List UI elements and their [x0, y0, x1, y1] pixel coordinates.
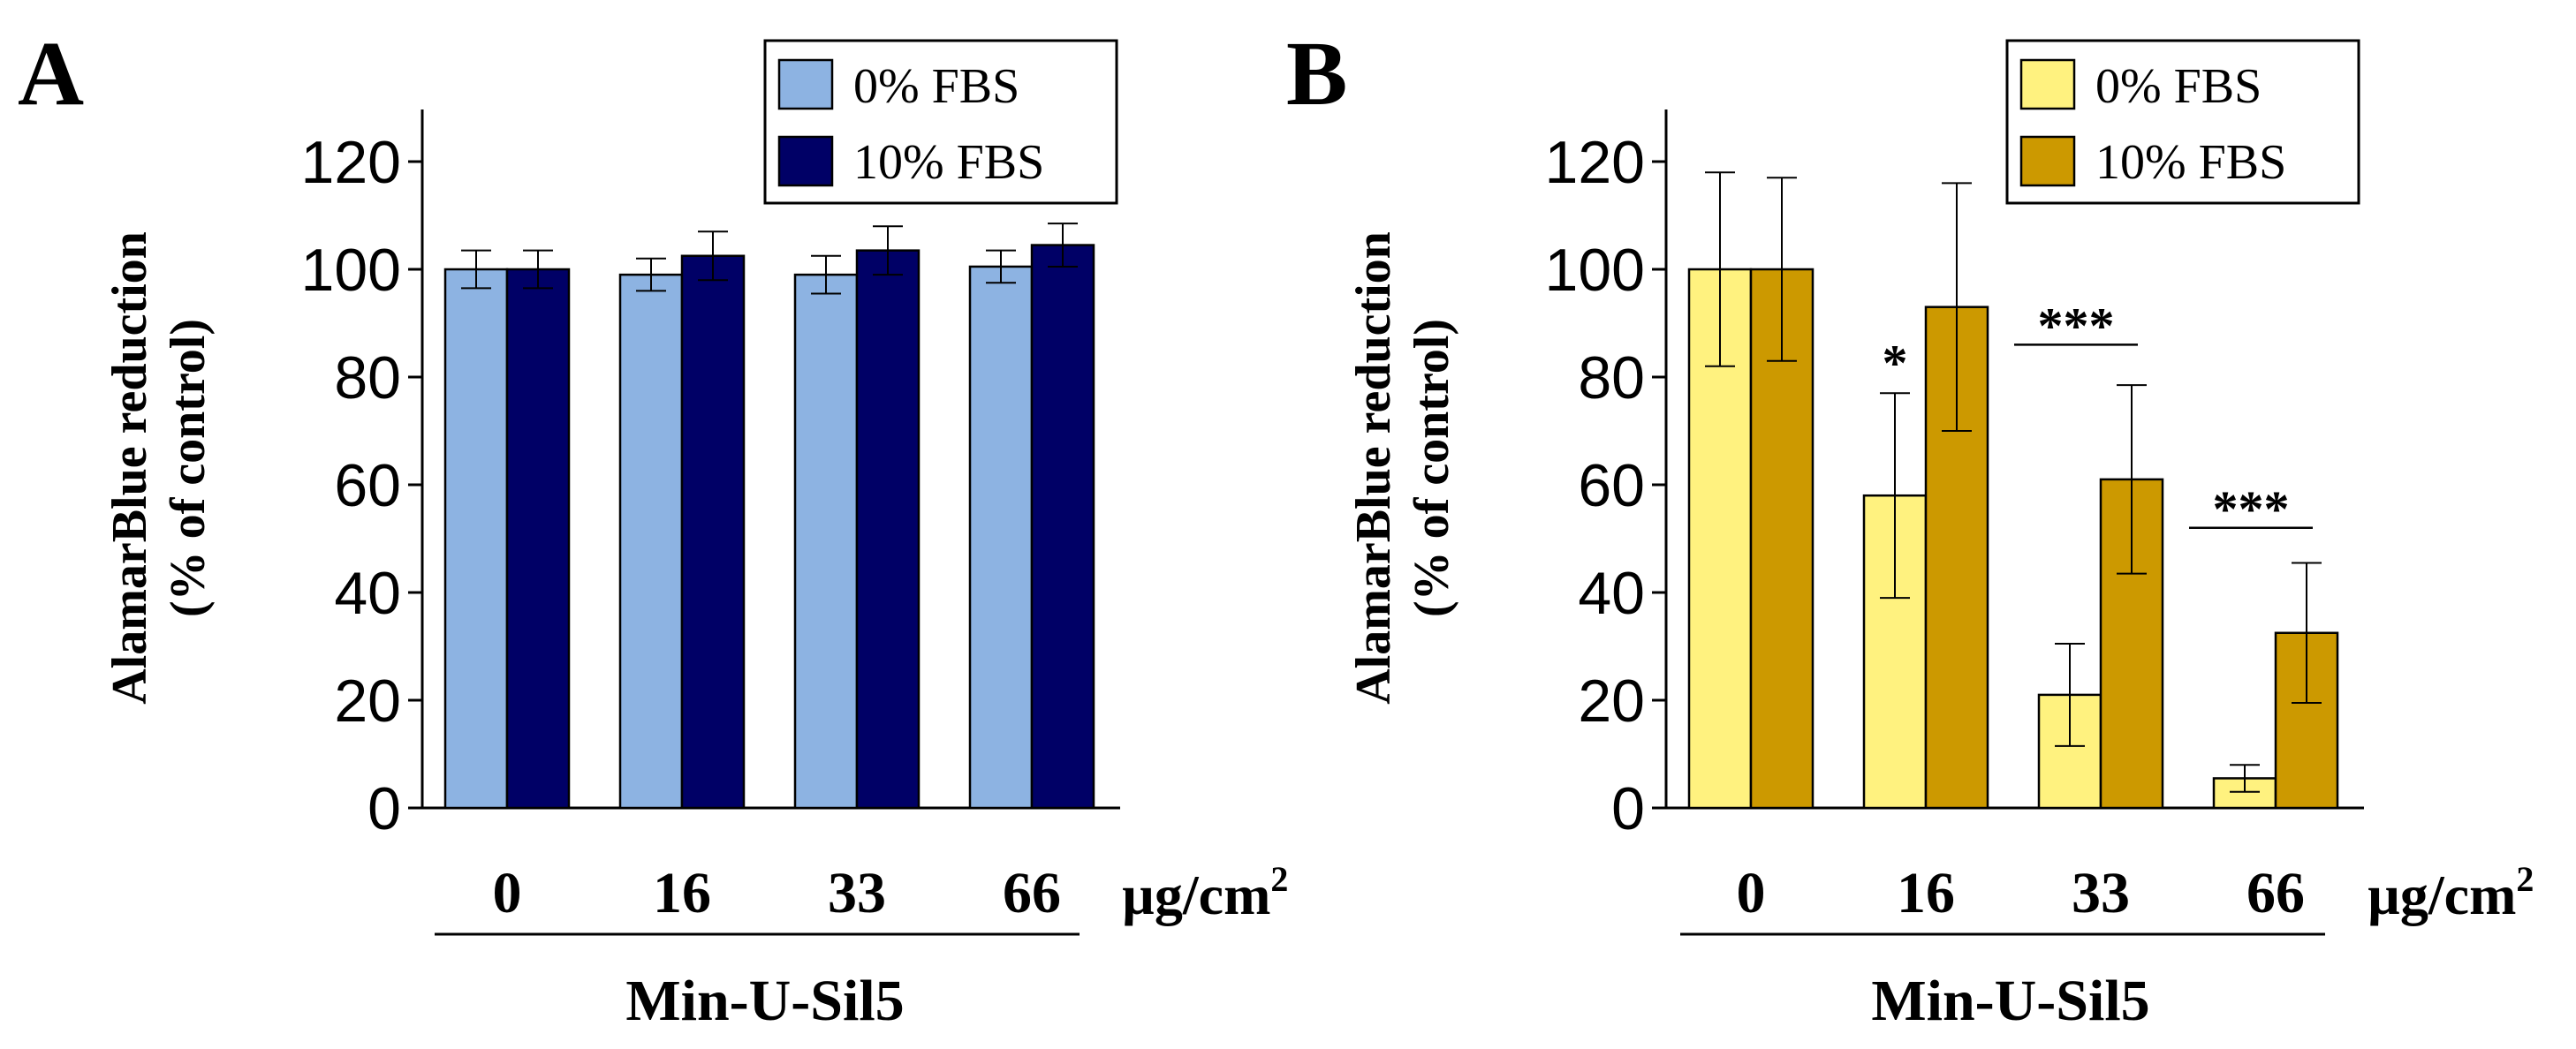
error-bar-a-s1-c1 [698, 230, 728, 282]
panel-letter-b: B [1286, 23, 1347, 125]
significance-label-b-0: * [1883, 334, 1908, 391]
y-tick-label-b-5: 100 [1545, 237, 1645, 304]
bar-b-s1-c3 [2274, 631, 2339, 810]
y-axis-label-a-line1: AlamarBlue reduction [102, 231, 157, 705]
x-category-label-a-0: 0 [493, 861, 522, 925]
y-tick-label-b-4: 80 [1578, 344, 1645, 411]
legend-b: 0% FBS 10% FBS [2005, 39, 2360, 205]
y-tick-label-b-1: 20 [1578, 668, 1645, 735]
y-tick-label-b-0: 0 [1611, 775, 1645, 842]
significance-label-b-1: *** [2038, 297, 2115, 354]
y-tick-label-a-1: 20 [334, 668, 401, 735]
y-tick-label-a-4: 80 [334, 344, 401, 411]
y-tick-label-a-6: 120 [301, 129, 401, 196]
error-bar-b-s0-c0 [1705, 171, 1735, 367]
x-category-label-a-2: 33 [828, 861, 886, 925]
panel-a: A AlamarBlue reduction (% of control) 0 2… [18, 23, 1288, 1033]
y-axis-label-a-line2: (% of control) [161, 319, 216, 617]
panel-letter-a: A [18, 23, 84, 125]
y-tick-label-a-3: 60 [334, 452, 401, 519]
legend-swatch-b-1 [2019, 135, 2076, 187]
error-bar-b-s0-c2 [2055, 642, 2085, 747]
y-tick-label-b-3: 60 [1578, 452, 1645, 519]
bar-a-s0-c2 [793, 273, 859, 810]
x-category-label-a-3: 66 [1003, 861, 1061, 925]
x-axis-group-label-a: Min-U-Sil5 [625, 969, 904, 1033]
y-tick-label-b-6: 120 [1545, 129, 1645, 196]
legend-label-a-0: 0% FBS [853, 59, 1019, 114]
x-category-label-a-1: 16 [653, 861, 711, 925]
error-bar-a-s1-c2 [873, 225, 903, 276]
error-bar-a-s0-c1 [636, 257, 666, 292]
x-axis-group-label-b: Min-U-Sil5 [1871, 969, 2149, 1033]
x-category-label-b-2: 33 [2072, 861, 2130, 925]
legend-swatch-a-0 [777, 58, 834, 110]
error-bar-a-s1-c0 [523, 249, 553, 290]
error-bar-b-s1-c1 [1942, 182, 1972, 432]
bar-a-s0-c3 [968, 265, 1034, 810]
bar-a-s1-c1 [680, 254, 746, 810]
legend-swatch-a-1 [777, 135, 834, 187]
bar-a-s1-c3 [1030, 244, 1095, 810]
error-bar-a-s0-c2 [811, 254, 841, 295]
y-tick-label-a-5: 100 [301, 237, 401, 304]
panel-b: B AlamarBlue reduction (% of control) 0 2… [1286, 23, 2534, 1033]
error-bar-a-s1-c3 [1048, 223, 1078, 268]
y-axis-label-b: AlamarBlue reduction (% of control) [1346, 231, 1459, 705]
legend-label-b-0: 0% FBS [2095, 59, 2262, 114]
x-category-label-b-3: 66 [2246, 861, 2305, 925]
y-axis-label-a: AlamarBlue reduction (% of control) [102, 231, 216, 705]
x-axis-unit-a: µg/cm2 [1122, 859, 1288, 926]
error-bar-b-s0-c1 [1880, 392, 1910, 600]
legend-swatch-b-0 [2019, 58, 2076, 110]
bar-a-s0-c1 [618, 273, 684, 810]
y-tick-label-b-2: 40 [1578, 560, 1645, 627]
error-bar-a-s0-c0 [461, 249, 491, 290]
y-tick-label-a-2: 40 [334, 560, 401, 627]
legend-a: 0% FBS 10% FBS [763, 39, 1118, 205]
x-category-label-b-0: 0 [1737, 861, 1766, 925]
legend-label-a-1: 10% FBS [853, 135, 1044, 190]
significance-label-b-2: *** [2213, 480, 2290, 538]
error-bar-a-s0-c3 [986, 249, 1016, 284]
bar-b-s1-c1 [1924, 306, 1989, 810]
x-category-label-b-1: 16 [1897, 861, 1955, 925]
x-axis-unit-b: µg/cm2 [2368, 859, 2534, 926]
y-tick-label-a-0: 0 [367, 775, 401, 842]
bar-a-s0-c0 [443, 268, 509, 810]
legend-label-b-1: 10% FBS [2095, 135, 2286, 190]
y-axis-label-b-line1: AlamarBlue reduction [1346, 231, 1401, 705]
error-bar-b-s1-c3 [2292, 562, 2322, 705]
bar-a-s1-c2 [855, 249, 921, 810]
error-bar-b-s1-c2 [2117, 384, 2147, 575]
y-axis-label-b-line2: (% of control) [1405, 319, 1459, 617]
bar-a-s1-c0 [505, 268, 571, 810]
error-bar-b-s1-c0 [1767, 177, 1797, 362]
error-bar-b-s0-c3 [2230, 764, 2260, 793]
